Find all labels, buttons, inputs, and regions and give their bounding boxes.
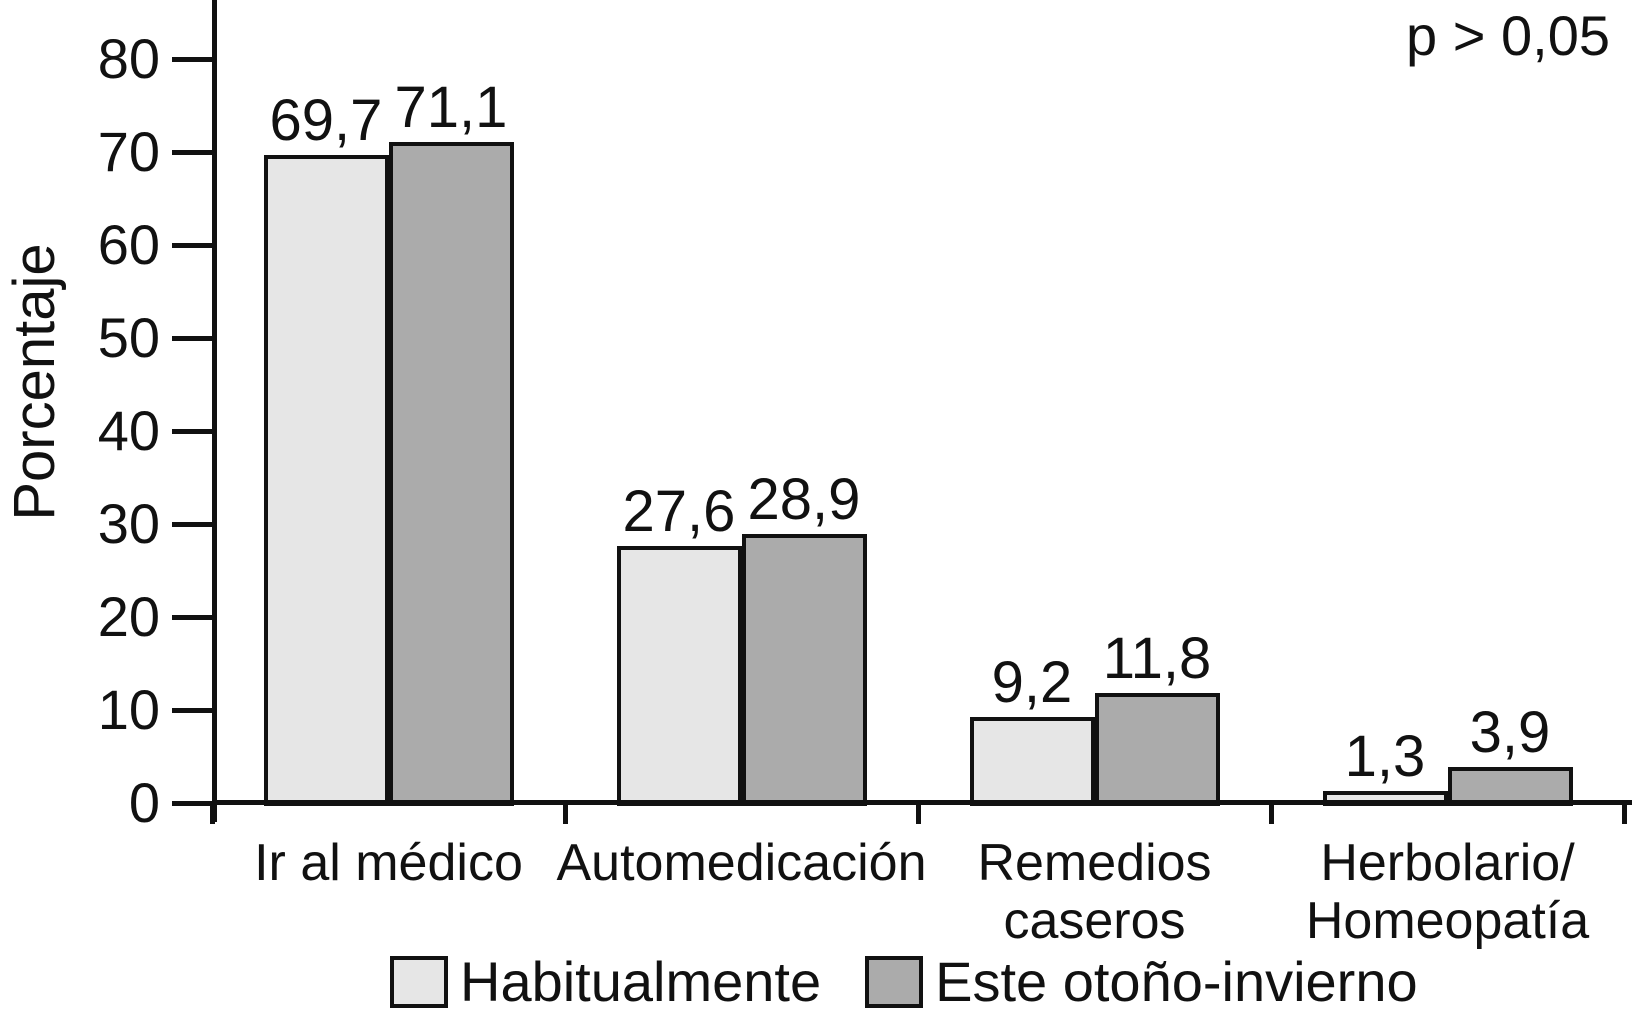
bar-value-label: 27,6 xyxy=(622,479,736,544)
category-label: Automedicación xyxy=(556,834,927,892)
category-label: Ir al médico xyxy=(254,834,523,892)
y-tick-mark xyxy=(172,522,212,527)
bar-este-oto-o-invierno xyxy=(388,142,514,806)
y-tick-label: 40 xyxy=(97,399,160,462)
bar-este-oto-o-invierno xyxy=(741,534,867,806)
bar-habitualmente xyxy=(616,546,742,806)
legend-item-este-otono-invierno: Este otoño-invierno xyxy=(865,952,1418,1012)
y-tick-mark xyxy=(172,243,212,248)
bar-habitualmente xyxy=(263,155,389,806)
bar-value-label: 28,9 xyxy=(747,467,861,532)
bar-value-label: 71,1 xyxy=(394,75,508,140)
x-tick-mark xyxy=(562,803,568,824)
y-tick-mark xyxy=(172,429,212,434)
bar-value-label: 3,9 xyxy=(1469,700,1551,765)
y-tick-mark xyxy=(172,708,212,713)
legend-item-habitualmente: Habitualmente xyxy=(390,952,821,1012)
y-tick-mark xyxy=(172,336,212,341)
category-label: Remedios caseros xyxy=(977,834,1212,950)
y-tick-label: 80 xyxy=(97,27,160,90)
y-tick-mark xyxy=(172,615,212,620)
y-tick-label: 50 xyxy=(97,306,160,369)
x-tick-mark xyxy=(915,803,921,824)
y-tick-mark xyxy=(172,150,212,155)
y-axis-line xyxy=(212,0,217,822)
x-tick-mark xyxy=(1621,803,1627,824)
bar-value-label: 69,7 xyxy=(269,88,383,153)
x-tick-mark xyxy=(209,803,215,824)
y-tick-label: 30 xyxy=(97,492,160,555)
y-tick-label: 20 xyxy=(97,585,160,648)
y-tick-label: 10 xyxy=(97,678,160,741)
legend: Habitualmente Este otoño-invierno xyxy=(390,952,1418,1012)
x-tick-mark xyxy=(1268,803,1274,824)
bar-value-label: 9,2 xyxy=(991,650,1073,715)
legend-swatch-este-otono-invierno xyxy=(865,956,924,1008)
y-tick-label: 60 xyxy=(97,213,160,276)
p-value-annotation: p > 0,05 xyxy=(1406,4,1610,67)
y-tick-label: 70 xyxy=(97,120,160,183)
bar-habitualmente xyxy=(969,717,1095,806)
legend-swatch-habitualmente xyxy=(390,956,448,1008)
y-tick-mark xyxy=(172,801,212,806)
bar-value-label: 1,3 xyxy=(1344,724,1426,789)
bar-value-label: 11,8 xyxy=(1102,626,1212,691)
category-label: Herbolario/ Homeopatía xyxy=(1305,834,1590,950)
legend-label-este-otono-invierno: Este otoño-invierno xyxy=(935,950,1418,1013)
x-axis-line xyxy=(212,800,1632,805)
y-tick-mark xyxy=(172,57,212,62)
y-tick-label: 0 xyxy=(128,771,160,834)
legend-label-habitualmente: Habitualmente xyxy=(460,950,822,1013)
